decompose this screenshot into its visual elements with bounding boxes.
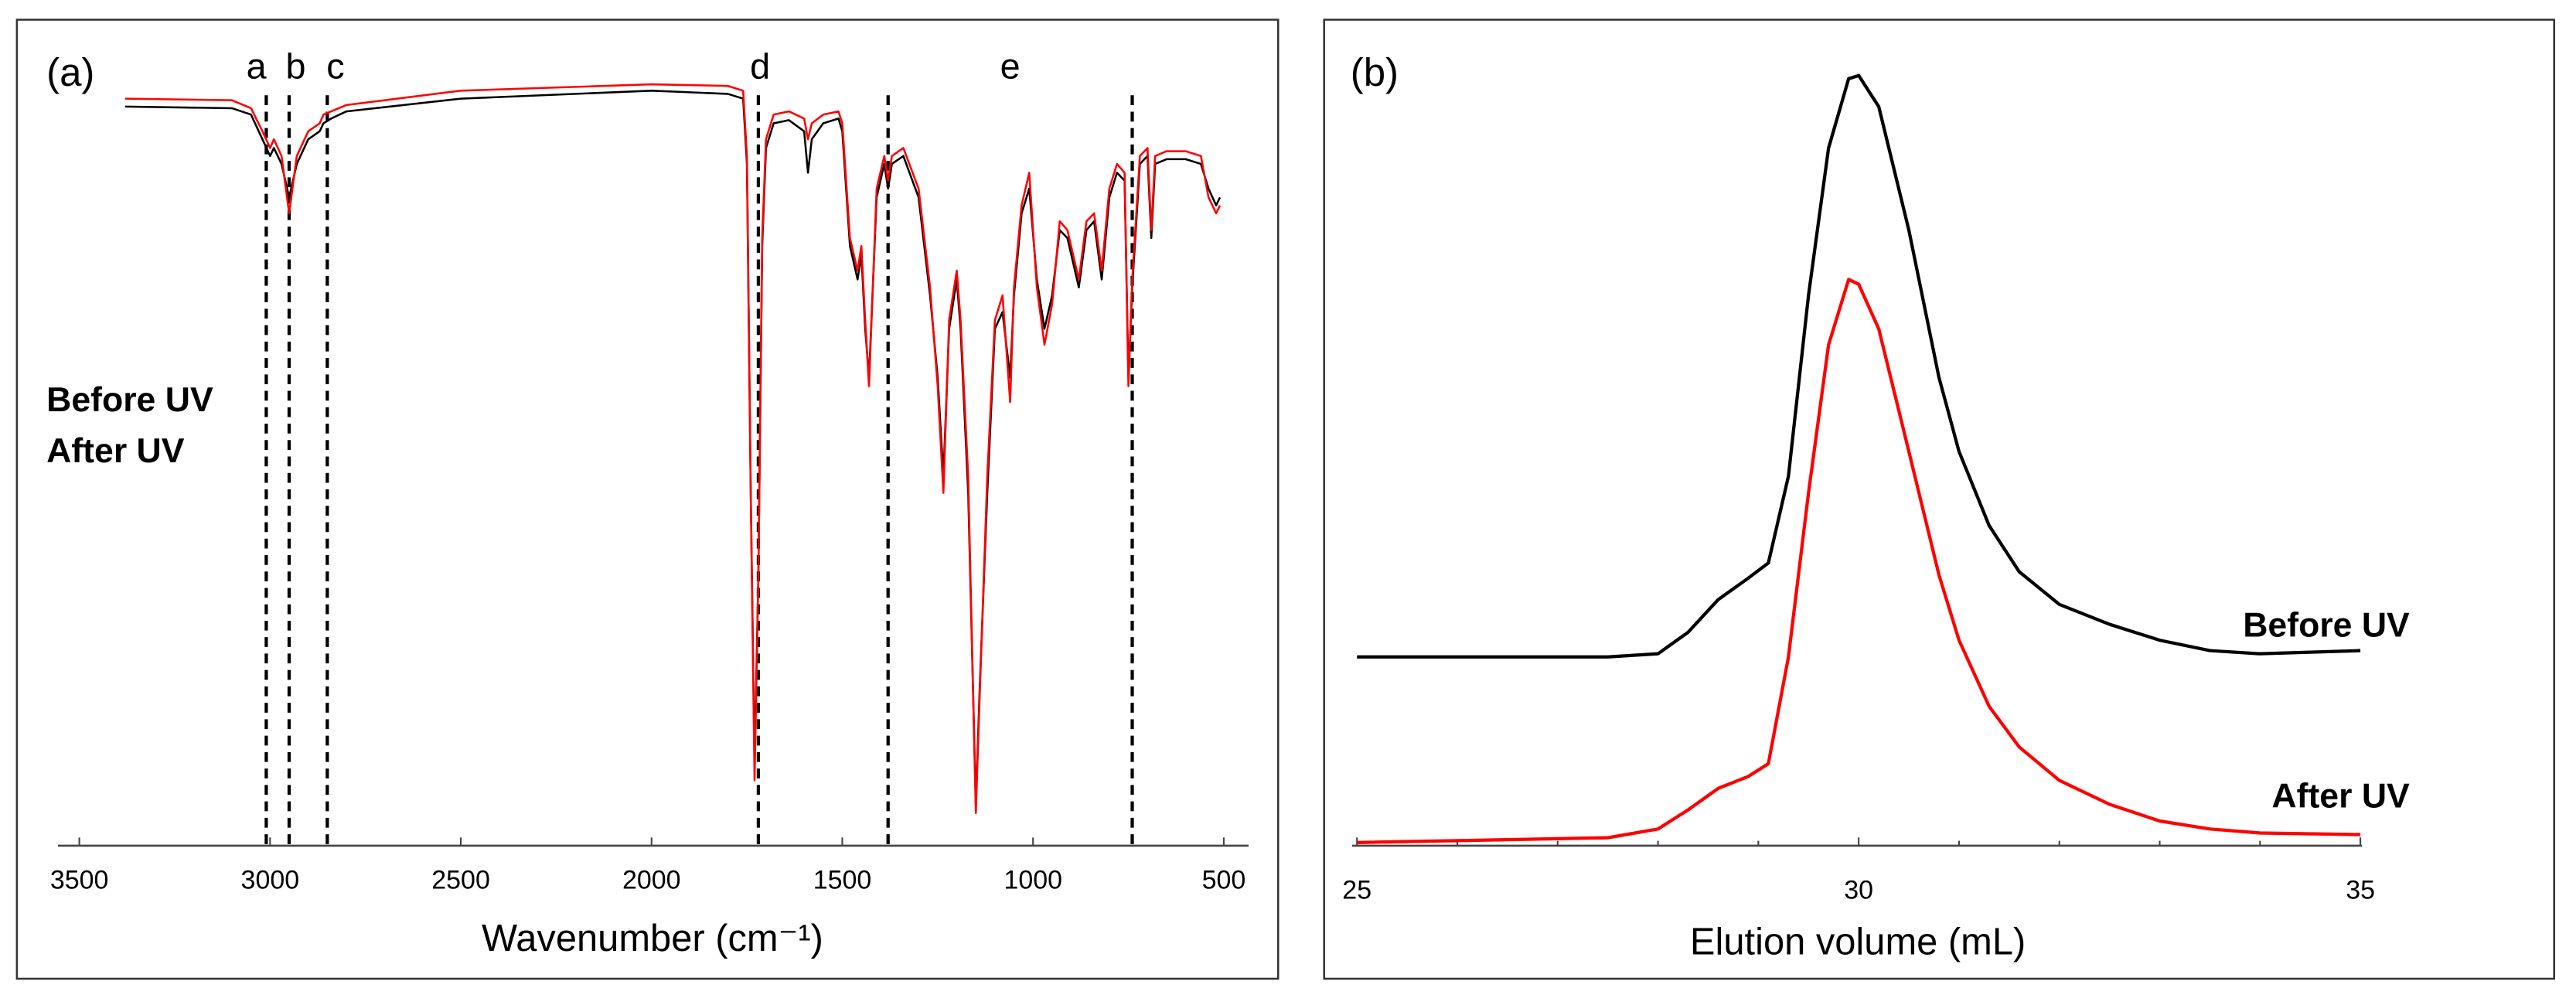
x-tick-label: 30 — [1844, 875, 1873, 904]
x-tick-label: 1000 — [1003, 866, 1062, 895]
x-tick-label: 3000 — [241, 866, 300, 895]
x-tick-label: 25 — [1342, 875, 1371, 904]
series-label: After UV — [2271, 778, 2410, 816]
series-line — [124, 90, 1222, 806]
x-tick-label: 3500 — [50, 866, 109, 895]
annotation-label: a — [247, 46, 267, 87]
series-line — [124, 83, 1222, 814]
annotation-label: c — [326, 46, 344, 87]
x-tick-label: 35 — [2346, 875, 2375, 904]
series-label: Before UV — [2243, 607, 2410, 645]
annotation-label: b — [286, 46, 306, 87]
x-tick-label: 500 — [1202, 866, 1246, 895]
x-tick-label: 1500 — [813, 866, 872, 895]
series-line — [1357, 278, 2361, 844]
x-axis-label: Wavenumber (cm⁻¹) — [482, 918, 823, 959]
annotation-label: d — [750, 46, 770, 87]
legend-entry: After UV — [46, 432, 185, 470]
x-axis-label: Elution volume (mL) — [1690, 921, 2026, 962]
panel-frame — [15, 19, 1279, 980]
x-tick-label: 2500 — [431, 866, 490, 895]
panel-frame — [1323, 19, 2556, 980]
legend-entry: Before UV — [46, 381, 213, 419]
series-line — [1357, 73, 2361, 659]
annotation-label: e — [1000, 46, 1021, 87]
panel-label: (a) — [46, 50, 94, 94]
x-tick-label: 2000 — [622, 866, 681, 895]
panel-label: (b) — [1351, 50, 1399, 94]
